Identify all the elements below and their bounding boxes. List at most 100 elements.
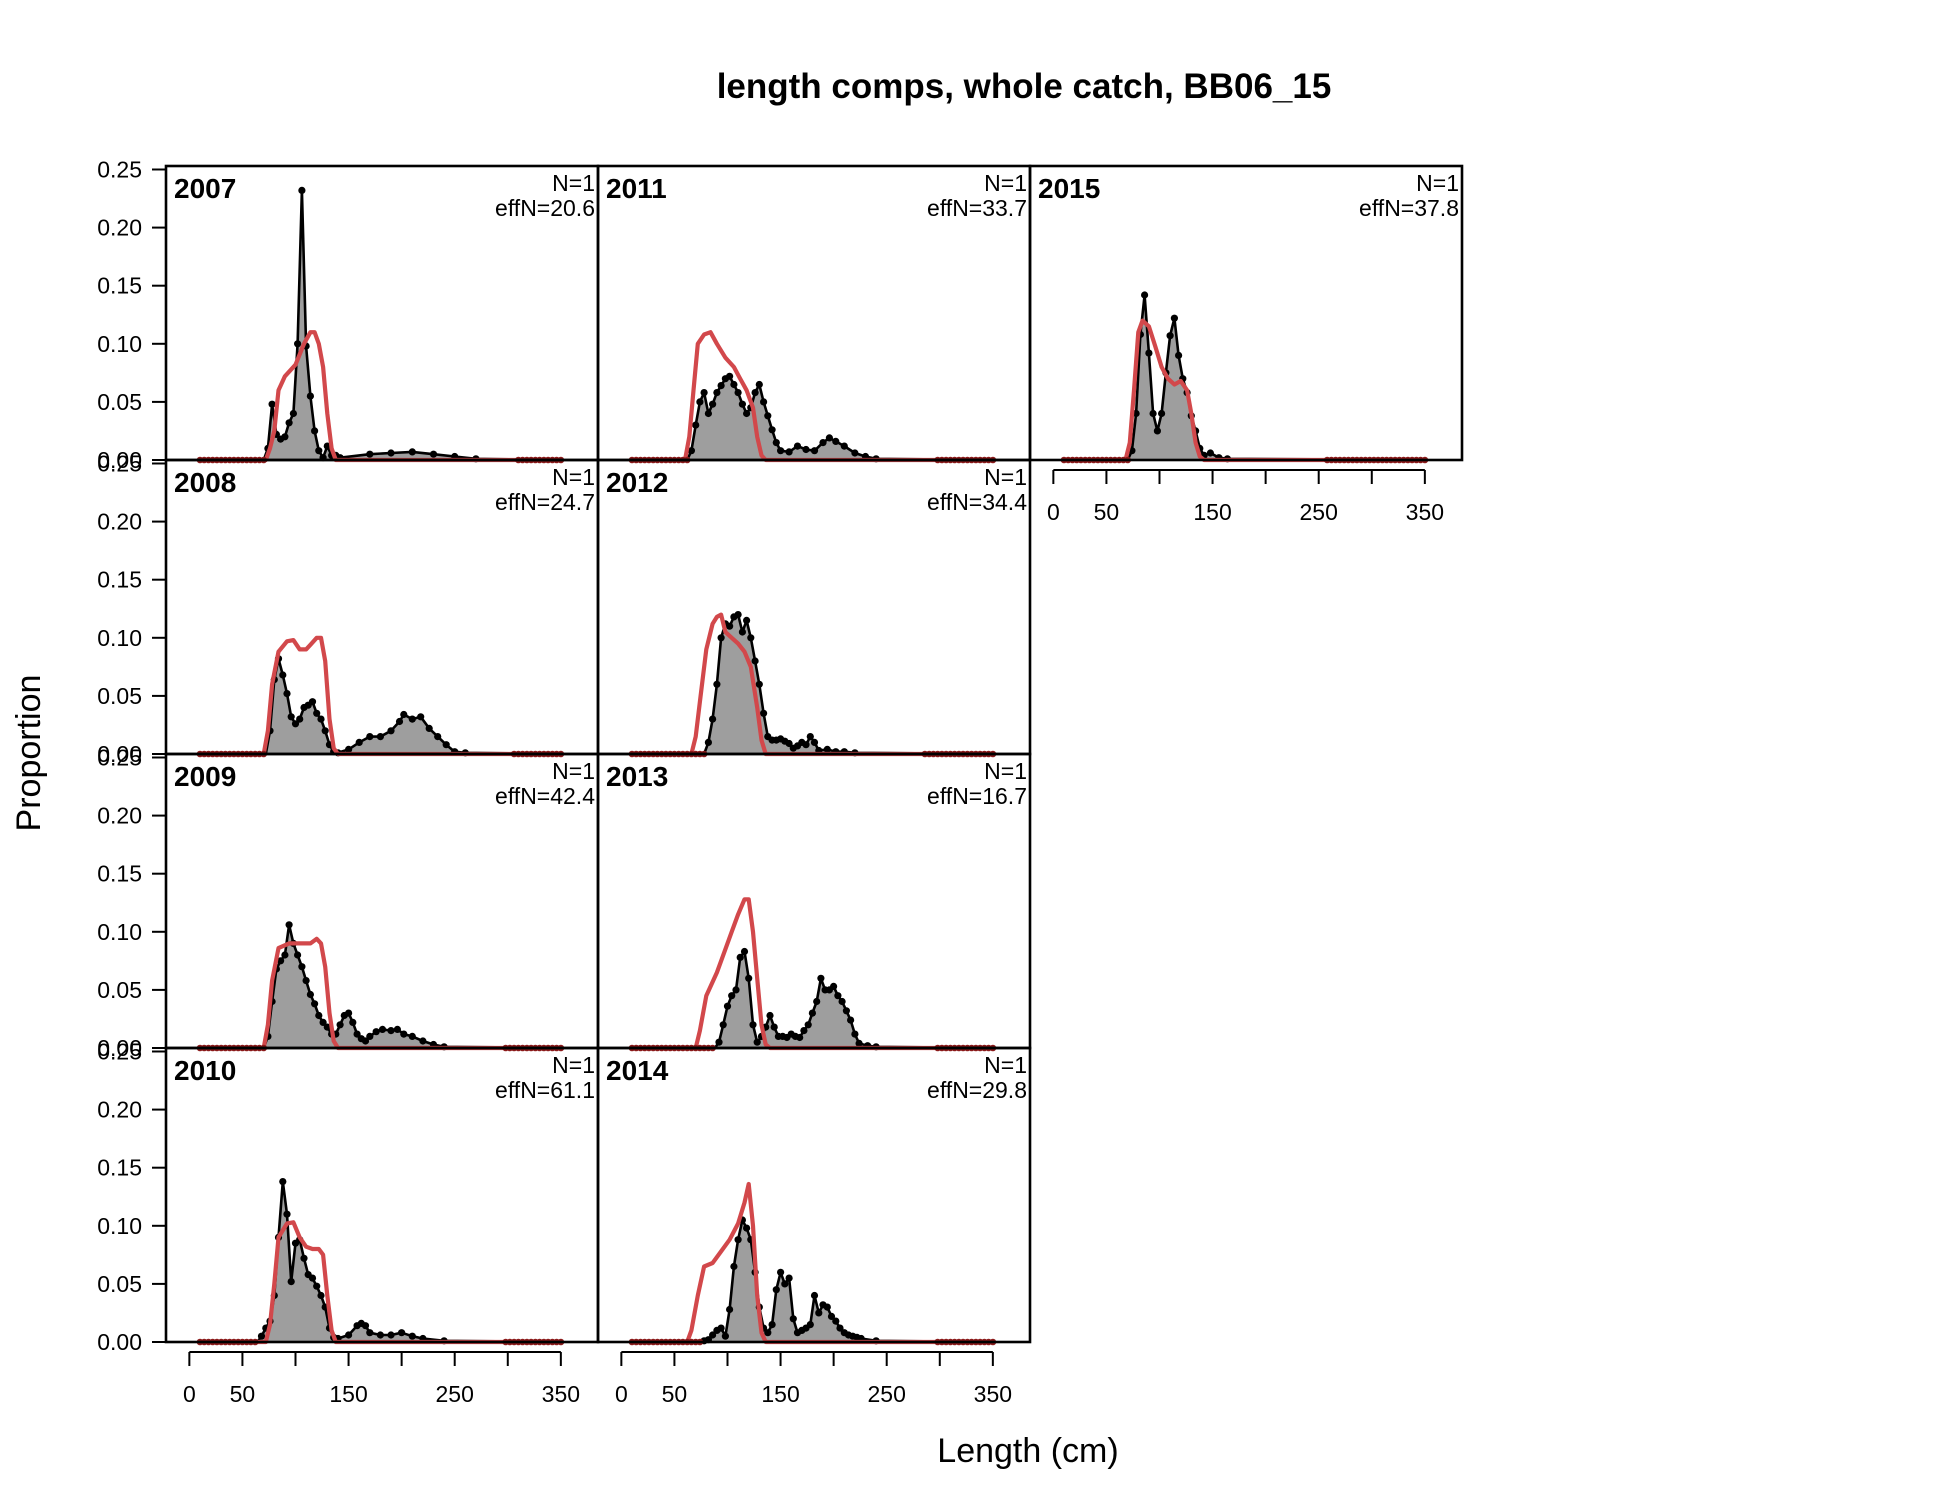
observed-point (692, 421, 700, 429)
observed-point (768, 426, 776, 434)
observed-point (747, 634, 755, 642)
observed-point (311, 427, 319, 435)
x-tick-label: 50 (230, 1381, 256, 1407)
observed-area (632, 951, 993, 1048)
observed-point (766, 1011, 774, 1020)
observed-point (408, 1032, 416, 1040)
x-axis-title: Length (cm) (937, 1432, 1118, 1470)
observed-point (717, 382, 725, 390)
observed-point (734, 1236, 742, 1244)
panel-effn-label: effN=37.8 (1359, 195, 1459, 221)
observed-point (789, 1315, 797, 1323)
x-axis: 0 50 150 250 350 (1047, 469, 1444, 525)
y-tick-label: 0.05 (97, 389, 142, 415)
observed-point (827, 1312, 836, 1320)
observed-point (345, 1009, 353, 1017)
observed-point (323, 1023, 331, 1031)
observed-point (836, 1324, 844, 1332)
observed-point (717, 634, 725, 642)
observed-point (387, 449, 395, 457)
panel-n-label: N=1 (552, 464, 595, 490)
observed-point (736, 953, 744, 962)
panel-effn-label: effN=33.7 (927, 195, 1027, 221)
x-tick-label: 150 (1193, 499, 1231, 525)
observed-point (713, 680, 721, 688)
panel-n-label: N=1 (984, 1052, 1027, 1078)
y-tick-label: 0.05 (97, 1271, 142, 1297)
observed-point (726, 1305, 734, 1314)
observed-point (306, 392, 314, 400)
observed-point (808, 1009, 817, 1017)
x-tick-label: 350 (542, 1381, 580, 1407)
observed-point (785, 448, 793, 456)
observed-point (728, 992, 736, 1000)
observed-point (1153, 427, 1161, 435)
observed-point (806, 733, 814, 741)
x-tick-label: 250 (436, 1381, 474, 1407)
observed-point (306, 990, 314, 999)
observed-area (632, 376, 993, 460)
observed-point (398, 1329, 406, 1337)
observed-point (817, 974, 825, 982)
panel-n-label: N=1 (552, 758, 595, 784)
observed-point (847, 1016, 855, 1024)
y-tick-label: 0.25 (97, 744, 142, 770)
x-tick-label: 0 (615, 1381, 628, 1407)
observed-point (317, 715, 325, 723)
observed-point (393, 1025, 401, 1033)
observed-point (289, 409, 297, 418)
observed-point (287, 1278, 295, 1286)
y-tick-label: 0.25 (97, 450, 142, 476)
y-tick-label: 0.15 (97, 567, 142, 593)
expected-line (200, 330, 561, 463)
x-tick-label: 50 (1094, 499, 1120, 525)
observed-point (687, 447, 696, 455)
chart-title: length comps, whole catch, BB06_15 (717, 67, 1332, 106)
panel-frame (1028, 164, 1464, 462)
observed-point (772, 1286, 780, 1294)
observed-point (361, 1037, 370, 1045)
observed-point (1158, 409, 1166, 418)
y-tick-label: 0.20 (97, 1097, 142, 1123)
observed-point (315, 1011, 323, 1020)
y-tick-label: 0.20 (97, 215, 142, 241)
y-tick-label: 0.10 (97, 919, 142, 945)
observed-point (709, 1331, 717, 1339)
x-tick-label: 150 (761, 1381, 799, 1407)
observed-point (764, 1329, 772, 1337)
observed-point (715, 1038, 723, 1046)
expected-line (632, 1181, 993, 1345)
observed-point (298, 963, 306, 971)
observed-area (200, 190, 561, 460)
observed-point (378, 1025, 387, 1033)
panel-effn-label: effN=20.6 (495, 195, 595, 221)
observed-point (772, 439, 780, 447)
observed-point (408, 715, 416, 723)
observed-point (696, 398, 704, 406)
panel-year-label: 2007 (174, 173, 236, 204)
observed-point (442, 741, 450, 749)
observed-point (1149, 409, 1157, 418)
observed-point (400, 1030, 408, 1038)
observed-point (283, 690, 291, 698)
observed-point (353, 1030, 361, 1038)
expected-line (1064, 318, 1425, 463)
observed-point (429, 450, 438, 458)
observed-point (268, 400, 276, 408)
observed-point (793, 442, 802, 450)
observed-point (777, 447, 785, 455)
observed-point (726, 622, 734, 630)
observed-point (313, 1282, 321, 1290)
observed-line (632, 613, 993, 756)
observed-point (376, 733, 384, 741)
y-tick-label: 0.20 (97, 509, 142, 535)
observed-point (806, 1321, 814, 1329)
observed-line (200, 189, 561, 462)
observed-point (732, 986, 740, 994)
observed-area (1064, 295, 1425, 460)
y-tick-label: 0.10 (97, 331, 142, 357)
observed-point (387, 727, 395, 735)
x-tick-label: 0 (183, 1381, 196, 1407)
